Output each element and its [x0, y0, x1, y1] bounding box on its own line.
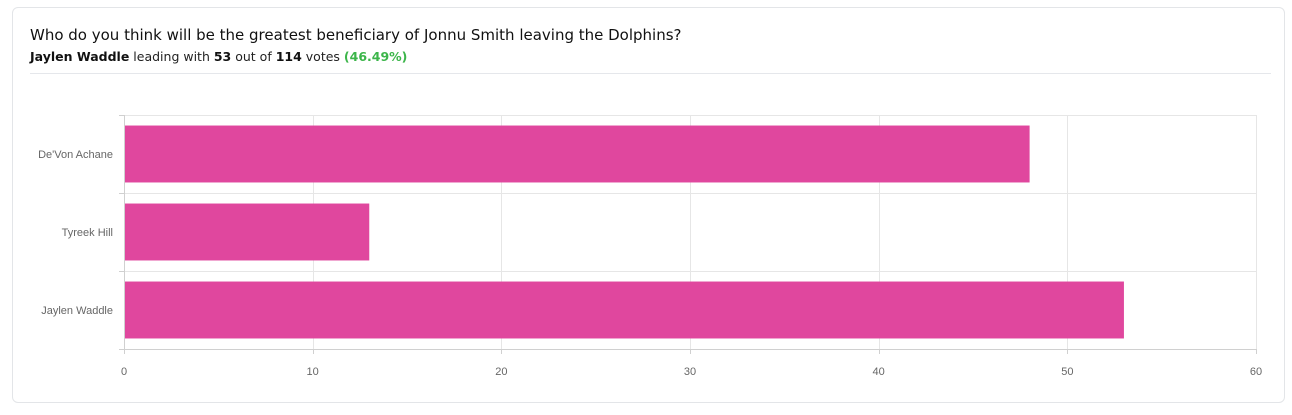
x-tick-label: 50	[1061, 366, 1073, 378]
poll-summary: Jaylen Waddle leading with 53 out of 114…	[30, 49, 407, 64]
x-tick-label: 10	[307, 366, 319, 378]
poll-question: Who do you think will be the greatest be…	[30, 26, 682, 44]
x-tick-label: 20	[495, 366, 507, 378]
out-of-text: out of	[231, 49, 276, 64]
bar	[124, 281, 1124, 339]
bar	[124, 203, 370, 261]
x-axis-ticks: 0 10 20 30 40 50 60	[121, 366, 1262, 378]
y-axis-labels: De'Von Achane Tyreek Hill Jaylen Waddle	[38, 149, 113, 317]
leader-votes: 53	[213, 49, 232, 64]
header-divider	[30, 73, 1271, 74]
x-tick-label: 0	[121, 366, 127, 378]
bar	[124, 125, 1030, 183]
chart-axes	[119, 115, 1257, 354]
total-votes: 114	[275, 49, 302, 64]
category-label: De'Von Achane	[38, 149, 113, 161]
leading-text: leading with	[129, 49, 214, 64]
x-tick-label: 30	[684, 366, 696, 378]
category-label: Tyreek Hill	[62, 227, 113, 239]
leader-percent: (46.49%)	[343, 49, 408, 64]
leader-name: Jaylen Waddle	[30, 49, 130, 64]
x-tick-label: 40	[873, 366, 885, 378]
votes-text: votes	[301, 49, 344, 64]
x-tick-label: 60	[1250, 366, 1262, 378]
category-label: Jaylen Waddle	[41, 305, 113, 317]
chart-bars	[124, 125, 1124, 339]
